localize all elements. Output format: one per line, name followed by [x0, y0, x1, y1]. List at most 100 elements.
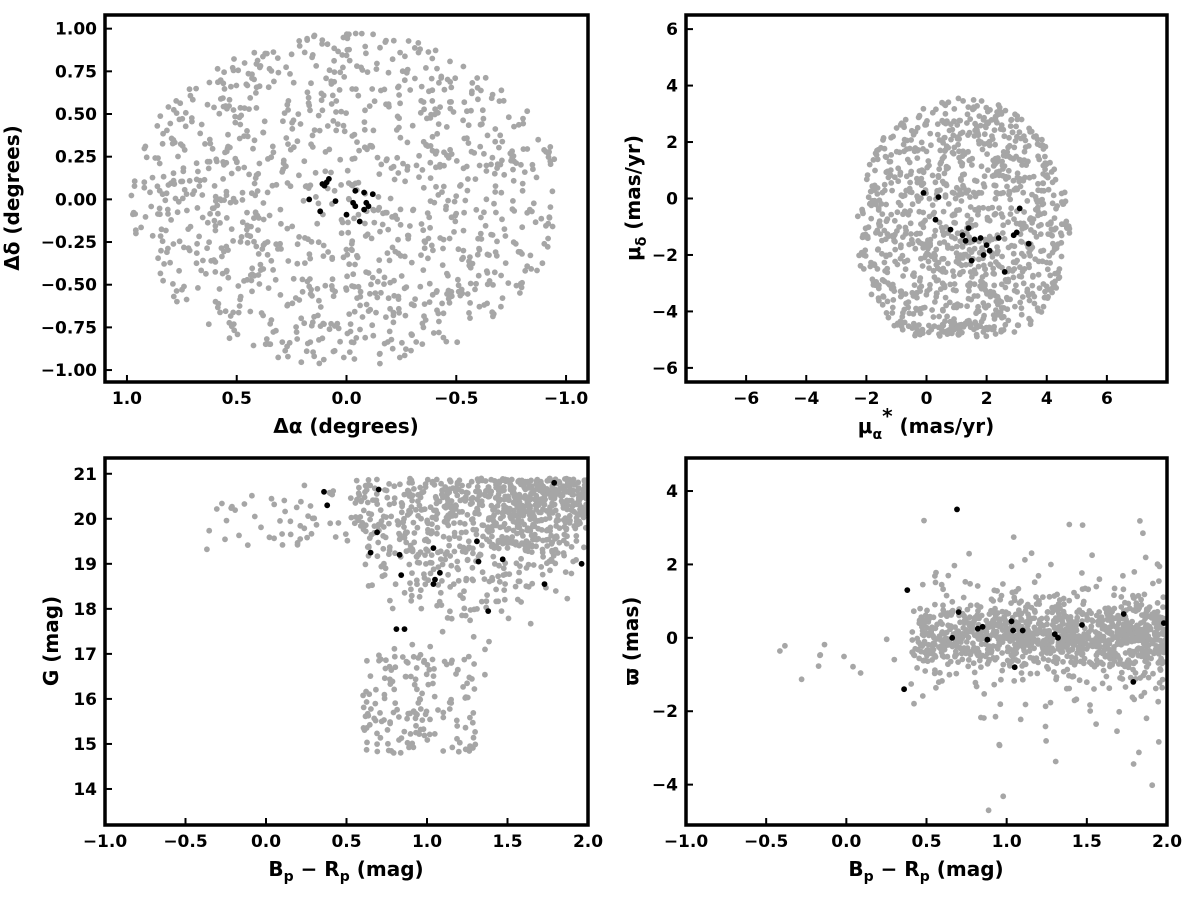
field-star-point — [940, 255, 947, 262]
field-star-point — [362, 43, 369, 50]
member-star-point — [432, 576, 438, 583]
field-star-point — [386, 328, 393, 335]
field-star-point — [975, 308, 982, 315]
field-star-point — [926, 195, 933, 202]
field-star-point — [204, 219, 211, 226]
field-star-point — [473, 280, 479, 287]
field-star-point — [527, 496, 533, 503]
field-star-point — [395, 296, 402, 302]
field-star-point — [952, 195, 959, 202]
field-star-point — [340, 122, 347, 129]
field-star-point — [525, 544, 532, 550]
field-star-point — [932, 179, 939, 186]
field-star-point — [924, 250, 930, 257]
x-tick-label: −0.5 — [434, 389, 478, 409]
field-star-point — [991, 323, 997, 330]
field-star-point — [915, 646, 921, 653]
field-star-point — [985, 205, 992, 212]
field-star-point — [311, 33, 317, 40]
field-star-point — [157, 113, 164, 119]
field-star-point — [908, 231, 914, 237]
field-star-point — [511, 485, 517, 492]
field-star-point — [405, 235, 412, 242]
field-star-point — [316, 297, 322, 304]
field-star-point — [1031, 293, 1038, 300]
field-star-point — [1035, 307, 1042, 314]
field-star-point — [930, 267, 937, 274]
field-star-point — [530, 166, 536, 173]
field-star-point — [306, 251, 313, 258]
field-star-point — [868, 215, 875, 222]
field-star-point — [541, 240, 548, 247]
y-tick-label: 2 — [666, 133, 678, 153]
field-star-point — [196, 183, 203, 190]
field-star-point — [464, 187, 471, 194]
field-star-point — [538, 516, 545, 523]
field-star-point — [966, 129, 973, 136]
field-star-point — [505, 525, 512, 532]
field-star-point — [992, 182, 999, 189]
field-star-point — [254, 57, 261, 64]
field-star-point — [421, 732, 428, 739]
field-star-point — [401, 285, 408, 292]
field-star-point — [882, 236, 889, 243]
field-star-point — [419, 717, 426, 723]
field-star-point — [157, 270, 164, 277]
field-star-point — [897, 255, 904, 262]
field-star-point — [998, 328, 1005, 334]
field-star-point — [280, 166, 286, 173]
field-star-point — [1000, 152, 1007, 159]
field-star-point — [309, 132, 316, 139]
field-star-point — [258, 310, 265, 316]
member-star-point — [306, 196, 313, 203]
field-star-point — [266, 212, 273, 219]
field-star-point — [329, 276, 336, 283]
field-star-point — [1060, 595, 1067, 602]
field-star-point — [455, 282, 462, 289]
field-star-point — [1154, 600, 1161, 606]
field-star-point — [417, 706, 424, 712]
field-star-point — [1044, 174, 1051, 181]
field-star-point — [894, 209, 901, 216]
member-star-point — [1130, 679, 1137, 685]
field-star-point — [225, 274, 232, 281]
field-star-point — [361, 727, 368, 733]
field-star-point — [457, 182, 464, 188]
field-star-point — [351, 308, 358, 315]
field-star-point — [1057, 230, 1064, 237]
field-star-point — [382, 209, 389, 216]
field-star-point — [960, 594, 967, 601]
field-star-point — [1117, 640, 1124, 647]
field-star-point — [926, 265, 932, 271]
field-star-point — [512, 501, 519, 507]
field-star-point — [478, 214, 484, 221]
field-star-point — [1000, 305, 1007, 311]
field-star-point — [1010, 177, 1017, 184]
field-star-point — [198, 267, 205, 274]
field-star-point — [159, 140, 166, 147]
field-star-point — [456, 739, 463, 746]
field-star-point — [464, 511, 471, 518]
field-star-point — [301, 482, 308, 489]
field-star-point — [212, 227, 219, 234]
field-star-point — [229, 64, 236, 71]
field-star-point — [271, 535, 277, 542]
field-star-point — [426, 280, 433, 287]
field-star-point — [1050, 284, 1056, 291]
field-star-point — [333, 98, 340, 104]
field-star-point — [346, 349, 353, 355]
y-tick-label: 0.75 — [55, 62, 97, 82]
field-star-point — [212, 223, 219, 229]
field-star-point — [1001, 163, 1008, 170]
field-star-point — [1017, 299, 1024, 306]
field-star-point — [407, 710, 413, 717]
field-star-point — [1033, 133, 1039, 139]
y-axis-label-subscript: δ — [634, 236, 650, 246]
y-tick-label: −1.00 — [41, 361, 97, 381]
field-star-point — [280, 157, 287, 164]
field-star-point — [1009, 637, 1016, 643]
field-star-point — [950, 132, 957, 139]
field-star-point — [1013, 185, 1019, 192]
field-star-point — [952, 652, 958, 659]
field-star-point — [491, 200, 497, 207]
